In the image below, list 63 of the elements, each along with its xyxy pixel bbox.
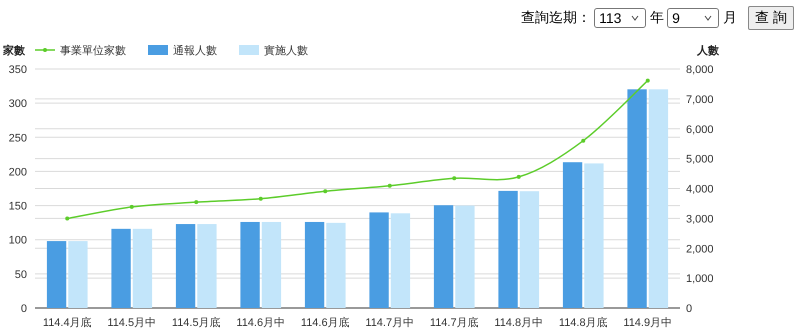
bar bbox=[176, 224, 196, 308]
point bbox=[646, 78, 650, 83]
bar bbox=[520, 191, 540, 308]
x-tick-label: 114.4月底 bbox=[42, 316, 92, 328]
y-axis-title: 家數 bbox=[2, 44, 26, 57]
x-tick-label: 114.7月底 bbox=[430, 316, 479, 328]
x-tick-label: 114.5月中 bbox=[107, 316, 156, 328]
legend-label: 通報人數 bbox=[173, 44, 217, 57]
point bbox=[516, 174, 521, 179]
x-tick-label: 114.8月中 bbox=[494, 316, 544, 328]
y2-tick-label: 8,000 bbox=[686, 64, 714, 76]
y-tick-label: 200 bbox=[8, 166, 27, 178]
x-tick-label: 114.5月底 bbox=[172, 316, 221, 328]
x-tick-label: 114.6月底 bbox=[300, 316, 350, 328]
bar bbox=[627, 89, 647, 308]
x-tick-label: 114.9月中 bbox=[623, 316, 672, 328]
bar bbox=[304, 222, 324, 308]
point bbox=[452, 176, 456, 180]
point bbox=[581, 138, 586, 143]
y-tick-label: 250 bbox=[8, 132, 27, 144]
y2-tick-label: 2,000 bbox=[686, 243, 714, 256]
point bbox=[194, 200, 198, 204]
bar bbox=[240, 222, 260, 308]
point bbox=[258, 196, 263, 201]
legend-label: 事業單位家數 bbox=[60, 44, 126, 57]
y2-tick-label: 5,000 bbox=[686, 154, 714, 166]
bar bbox=[390, 213, 410, 308]
bar bbox=[46, 241, 66, 308]
y2-tick-label: 7,000 bbox=[686, 94, 714, 106]
point bbox=[65, 216, 70, 221]
y-tick-label: 100 bbox=[8, 234, 27, 247]
bar bbox=[648, 89, 668, 308]
bar bbox=[584, 163, 604, 308]
point bbox=[323, 189, 328, 194]
x-tick-label: 114.8月底 bbox=[558, 316, 608, 328]
y2-tick-label: 4,000 bbox=[686, 184, 714, 196]
query-controls: 查詢迄期： 113 年 9 月 查 詢 bbox=[521, 6, 794, 30]
legend-label: 實施人數 bbox=[264, 44, 308, 57]
y2-tick-label: 6,000 bbox=[686, 124, 714, 136]
point bbox=[130, 204, 134, 209]
bar bbox=[326, 222, 346, 308]
y2-axis-title: 人數 bbox=[696, 44, 720, 57]
y-tick-label: 50 bbox=[14, 268, 27, 281]
bar bbox=[562, 162, 582, 308]
x-tick-label: 114.6月中 bbox=[236, 316, 286, 328]
bar bbox=[197, 224, 217, 308]
bar bbox=[132, 228, 152, 308]
y-tick-label: 300 bbox=[8, 98, 27, 110]
bar bbox=[111, 228, 131, 308]
bar bbox=[262, 222, 282, 308]
y-tick-label: 0 bbox=[20, 303, 27, 315]
bar bbox=[498, 190, 518, 308]
bar bbox=[369, 212, 389, 308]
bar bbox=[455, 206, 475, 308]
y2-tick-label: 1,000 bbox=[686, 273, 714, 286]
bar bbox=[434, 205, 454, 308]
y2-tick-label: 0 bbox=[686, 303, 692, 315]
y-tick-label: 350 bbox=[8, 64, 27, 76]
x-tick-label: 114.7月中 bbox=[365, 316, 414, 328]
point bbox=[388, 184, 392, 188]
bar bbox=[68, 241, 88, 308]
y2-tick-label: 3,000 bbox=[686, 213, 714, 226]
y-tick-label: 150 bbox=[8, 200, 27, 213]
